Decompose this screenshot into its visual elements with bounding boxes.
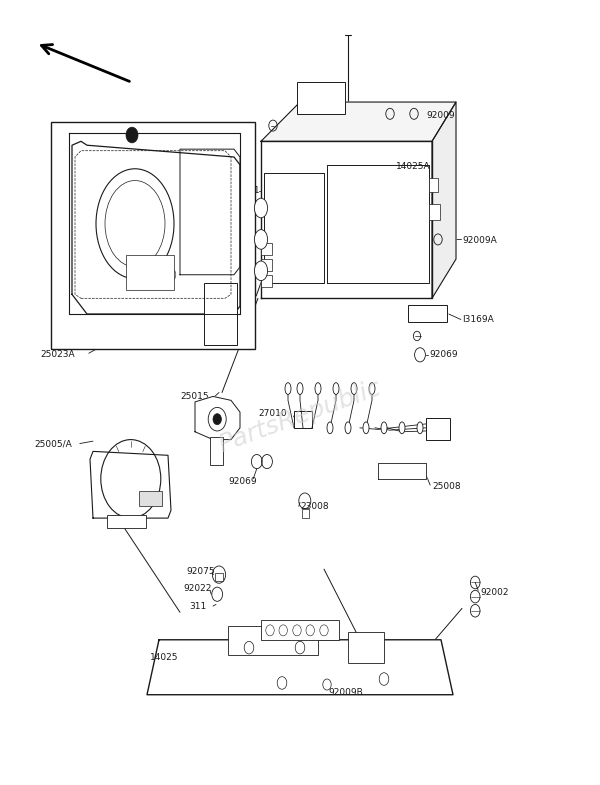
Bar [429,178,438,192]
Text: 25008: 25008 [432,482,461,491]
Ellipse shape [254,230,268,250]
Bar [302,509,309,518]
Text: I3169: I3169 [231,203,257,213]
Ellipse shape [369,383,375,394]
Ellipse shape [285,383,291,394]
Polygon shape [261,141,432,298]
Text: 23008: 23008 [300,502,329,511]
Polygon shape [90,451,171,518]
Bar [294,411,312,428]
Text: 14025A: 14025A [396,162,431,171]
Bar [215,573,223,581]
Text: I3169A: I3169A [462,315,494,324]
Ellipse shape [254,199,268,217]
Ellipse shape [417,422,423,433]
Polygon shape [327,165,429,283]
Bar [297,82,345,114]
Bar [139,491,162,506]
Text: 92009A: 92009A [462,236,497,246]
Text: 11012: 11012 [69,130,98,140]
Text: 92069: 92069 [430,350,458,360]
Polygon shape [69,133,240,314]
Text: 25005/A: 25005/A [35,439,73,448]
Ellipse shape [297,383,303,394]
Bar [51,122,255,349]
Text: 14025: 14025 [150,653,179,663]
Ellipse shape [96,169,174,279]
Bar [107,515,146,528]
Text: 311: 311 [189,601,206,611]
Ellipse shape [315,383,321,394]
Polygon shape [432,102,456,298]
Ellipse shape [333,383,339,394]
Text: 25023: 25023 [156,305,185,315]
Bar [261,620,339,640]
Text: 25023A: 25023A [41,350,76,360]
Bar [429,204,440,220]
Text: PartsRepublic: PartsRepublic [215,375,385,457]
Ellipse shape [363,422,369,433]
Text: 28011: 28011 [231,186,260,195]
Ellipse shape [254,261,268,280]
Ellipse shape [399,422,405,433]
Ellipse shape [381,422,387,433]
Polygon shape [195,396,240,440]
Bar [204,314,237,345]
Text: 25015: 25015 [180,392,209,401]
Text: 92009B: 92009B [329,688,364,697]
Polygon shape [264,173,324,283]
Bar [348,632,384,663]
Circle shape [126,127,138,143]
Text: 92009: 92009 [426,111,455,120]
Ellipse shape [351,383,357,394]
Ellipse shape [105,181,165,267]
Text: 92075: 92075 [186,567,215,576]
Text: 92022: 92022 [183,584,211,593]
Polygon shape [378,463,426,479]
Bar [261,259,272,271]
Bar [261,275,272,287]
Polygon shape [147,640,453,695]
Bar [126,255,174,290]
Ellipse shape [327,422,333,433]
Polygon shape [261,102,456,141]
Text: 27010: 27010 [258,409,287,418]
Bar [408,305,447,322]
Bar [210,437,223,465]
Circle shape [117,232,129,247]
Text: 92002: 92002 [480,588,509,597]
Bar [261,243,272,255]
Bar [426,418,450,440]
Polygon shape [180,149,240,275]
Ellipse shape [345,422,351,433]
Bar [228,626,318,655]
Bar [204,283,237,322]
Circle shape [213,414,221,425]
Polygon shape [72,141,240,314]
Text: 92069: 92069 [228,476,257,486]
